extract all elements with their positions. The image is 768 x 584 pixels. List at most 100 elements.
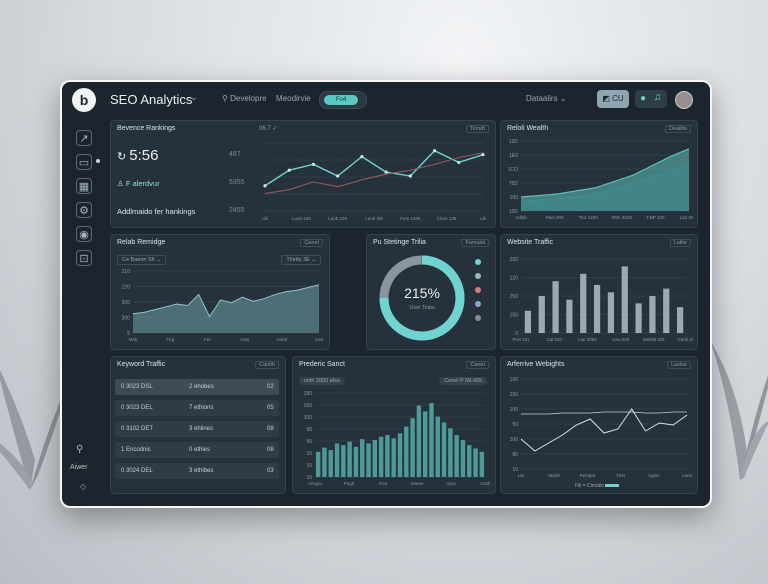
card-title: Arferrive Webights: [507, 361, 565, 368]
chart-icon[interactable]: ↗: [76, 130, 92, 146]
user-count-button[interactable]: ◩ CU: [597, 90, 629, 108]
websights-select[interactable]: Lazise: [667, 361, 691, 369]
series-line: [520, 163, 690, 203]
avatar[interactable]: [675, 91, 693, 109]
x-tick-label: Pugh: [344, 481, 355, 486]
keyword-id: 0 3024 DEL: [121, 468, 153, 474]
bar: [378, 436, 384, 477]
legend-dot: [475, 315, 481, 321]
chevron-down-icon[interactable]: ⌄: [190, 92, 198, 102]
person-icon[interactable]: ●: [640, 93, 647, 104]
toggle-pill[interactable]: Fo4: [319, 91, 367, 109]
nav-tab-meodirvie[interactable]: Meodirvie: [276, 94, 311, 103]
user-icon[interactable]: ◉: [76, 226, 92, 242]
data-point: [432, 149, 437, 153]
bar: [410, 418, 415, 477]
strategy-select[interactable]: Famaist: [461, 239, 489, 247]
y-tick-label: 50: [512, 422, 518, 428]
bell-icon[interactable]: ⚲: [76, 444, 84, 455]
y-tick-label: 210: [122, 269, 131, 275]
y-tick-label: 5: [127, 331, 130, 337]
details-dropdown-label: Dataalirs: [526, 94, 558, 103]
card-website-traffic: Website Traffic Latite 250 120 250 150 0 Prot…: [500, 234, 698, 350]
top-bar: b SEO Analytics ⌄ ⚲ Developre Meodirvie …: [62, 82, 710, 118]
x-tick-label: Larot: [682, 473, 693, 478]
lock-icon[interactable]: ⊡: [76, 250, 92, 266]
x-tick-label: Pempet: [580, 473, 596, 478]
keyword-row[interactable]: 0 3023 DEL 7 ethions 05: [115, 400, 279, 416]
wealth-details-select[interactable]: Dealilts: [664, 125, 691, 133]
gear-icon[interactable]: ⚙: [76, 202, 92, 218]
keyword-row[interactable]: 0 3024 DEL 3 ethibes 03: [115, 463, 279, 479]
data-point: [457, 160, 461, 165]
y-tick-label: 150: [510, 313, 519, 319]
y-tick-label: 10: [306, 463, 312, 469]
card-icon[interactable]: ▭: [76, 154, 92, 170]
reliab-filter-chip[interactable]: Ce Baeon Sh ⌄: [117, 255, 166, 265]
bar: [607, 292, 615, 333]
website-select[interactable]: Latite: [669, 239, 691, 247]
predictive-chip-right[interactable]: Cenel P ML455: [439, 377, 487, 385]
keyword-id: 0 3102 DET: [121, 426, 154, 432]
calendar-icon[interactable]: ▦: [76, 178, 92, 194]
keyword-name: 0 ethies: [189, 447, 211, 453]
keyword-row[interactable]: 0 3102 DET 3 ehlines 08: [115, 421, 279, 437]
keyword-row[interactable]: 1 Encodnis 0 ethies 08: [115, 442, 279, 458]
series-line: [520, 148, 690, 198]
keyword-name: 3 ethibes: [189, 468, 214, 474]
nav-tab-developer[interactable]: ⚲ Developre: [222, 94, 267, 103]
data-point: [360, 155, 364, 159]
card-title: Website Traffic: [507, 239, 554, 246]
bar: [385, 435, 390, 477]
data-point: [384, 170, 388, 174]
x-tick-label: Weldal 201: [643, 337, 666, 342]
metric-label: Addlmaido fer hankings: [117, 207, 196, 216]
metric-tag: 5355: [229, 179, 245, 186]
y-tick-label: 15: [306, 475, 312, 481]
bar: [441, 422, 447, 477]
reliab-period-chip[interactable]: Thirtty 3E ⌄: [281, 255, 321, 265]
card-reliab: Relab Remidge Cenet Ce Baeon Sh ⌄ Thirtt…: [110, 234, 330, 350]
series-line: [520, 408, 688, 452]
card-title: Bevence Rankings: [117, 125, 176, 132]
y-tick-label: 90: [306, 427, 312, 433]
predictive-chip-left[interactable]: ceth 2000 alsa: [299, 377, 345, 385]
plant-right-decoration: [710, 340, 768, 480]
card-rankings: Bevence Rankings 06.7 ✓ Tinndt ↻ 5:56 48…: [110, 120, 496, 228]
x-tick-label: Paei 200: [546, 215, 564, 220]
series-area: [133, 284, 319, 333]
chevron-down-icon: ⌄: [311, 257, 316, 263]
x-tick-label: Mak: [129, 337, 138, 342]
reliab-select[interactable]: Cenet: [300, 239, 323, 247]
data-point: [336, 174, 340, 178]
data-point: [481, 153, 485, 157]
websights-footer: Fili = Cimatie: [575, 483, 620, 489]
bar: [334, 443, 340, 477]
x-tick-label: Adlab: [515, 215, 527, 220]
footer-label: Fili = Cimatie: [575, 483, 605, 489]
bar: [448, 428, 453, 477]
app-logo[interactable]: b: [72, 88, 96, 112]
keyword-select[interactable]: Canith: [255, 361, 279, 369]
details-dropdown[interactable]: Dataalirs ⌄: [526, 94, 567, 103]
keyword-row[interactable]: 0 3023 DSL 2 ehobes 02: [115, 379, 279, 395]
bar: [328, 450, 333, 477]
rankings-filter[interactable]: 06.7 ✓: [259, 126, 278, 132]
metric-tag: 487: [229, 151, 241, 158]
data-point: [287, 168, 291, 172]
bar: [635, 303, 642, 333]
legend-dot: [475, 287, 481, 293]
metric-label: F alerdvur: [125, 179, 160, 188]
metric-tag: 2455: [229, 207, 245, 214]
legend-dot: [475, 301, 481, 307]
bar: [663, 288, 670, 333]
legend-dot: [475, 259, 481, 265]
y-tick-label: 50: [306, 439, 312, 445]
predictive-select[interactable]: Canet: [466, 361, 489, 369]
rankings-trend-select[interactable]: Tinndt: [465, 125, 489, 133]
gauge-value: 215%: [404, 285, 440, 301]
bar: [580, 273, 587, 333]
diamond-icon[interactable]: ◇: [80, 482, 87, 491]
music-icon[interactable]: ♫: [654, 92, 662, 103]
